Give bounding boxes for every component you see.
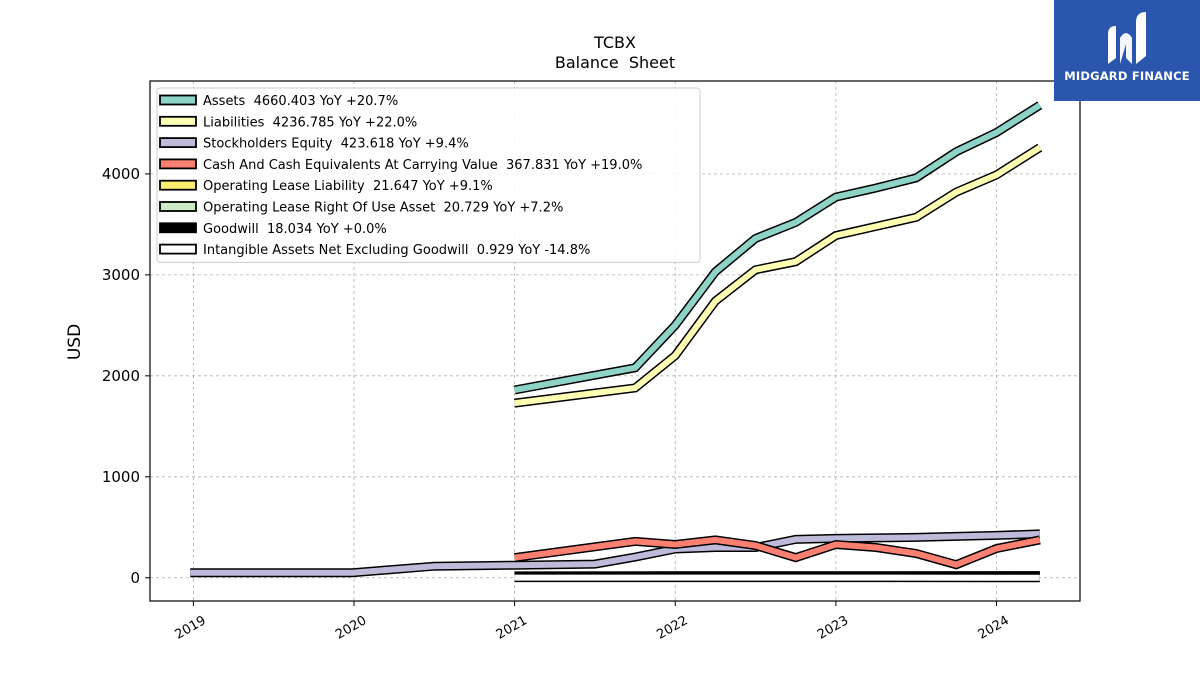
legend-label-0: Assets 4660.403 YoY +20.7% — [203, 94, 398, 109]
series-line-3 — [514, 536, 1041, 568]
series-line-2 — [190, 530, 1040, 576]
x-tick-label: 2021 — [494, 613, 530, 643]
y-tick-label: 4000 — [102, 165, 140, 183]
chart-title: TCBX — [593, 33, 636, 52]
x-tick-label: 2019 — [173, 613, 209, 643]
midgard-finance-logo: MIDGARD FINANCE — [1054, 0, 1200, 101]
logo-text: MIDGARD FINANCE — [1064, 69, 1190, 83]
x-tick-label: 2024 — [976, 613, 1012, 643]
x-tick-label: 2023 — [815, 613, 851, 643]
legend-swatch-5 — [159, 201, 197, 212]
x-tick-label: 2022 — [654, 613, 690, 643]
logo-icon — [1108, 12, 1146, 64]
series-line-1 — [514, 145, 1042, 407]
y-tick-label: 2000 — [102, 367, 140, 385]
legend-swatch-4 — [159, 179, 197, 191]
legend-label-5: Operating Lease Right Of Use Asset 20.72… — [203, 201, 563, 216]
legend-swatch-2 — [159, 137, 197, 149]
legend-label-7: Intangible Assets Net Excluding Goodwill… — [203, 243, 590, 258]
legend-swatch-1 — [159, 115, 197, 127]
y-tick-label: 3000 — [102, 266, 140, 284]
legend: Assets 4660.403 YoY +20.7% Liabilities 42… — [156, 87, 701, 263]
chart-subtitle: Balance Sheet — [555, 53, 675, 72]
legend-label-3: Cash And Cash Equivalents At Carrying Va… — [203, 158, 642, 173]
series-lines — [190, 101, 1043, 583]
legend-swatch-7 — [159, 243, 197, 255]
plot-frame — [149, 80, 1081, 602]
legend-label-6: Goodwill 18.034 YoY +0.0% — [203, 222, 387, 237]
legend-swatch-3 — [159, 158, 197, 170]
legend-label-4: Operating Lease Liability 21.647 YoY +9.… — [203, 179, 493, 194]
legend-swatch-0 — [159, 94, 197, 106]
legend-label-1: Liabilities 4236.785 YoY +22.0% — [203, 115, 417, 130]
legend-label-2: Stockholders Equity 423.618 YoY +9.4% — [203, 137, 469, 152]
y-axis-label: USD — [65, 324, 85, 360]
legend-box — [156, 87, 701, 263]
y-tick-label: 1000 — [102, 468, 140, 486]
series-line-0 — [514, 102, 1042, 393]
x-tick-label: 2020 — [333, 613, 369, 643]
y-tick-label: 0 — [130, 569, 140, 587]
legend-swatch-6 — [159, 222, 197, 234]
